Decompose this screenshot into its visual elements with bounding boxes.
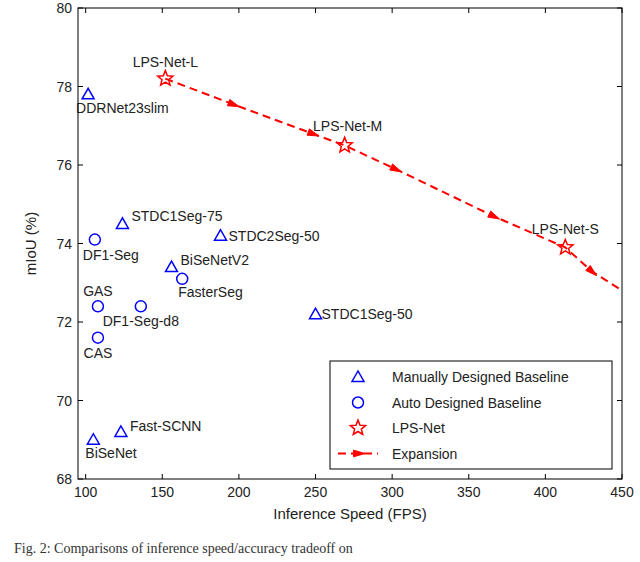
point-triangle	[115, 426, 127, 437]
x-tick-top	[85, 8, 86, 13]
legend: Manually Designed Baseline Auto Designed …	[330, 361, 612, 469]
y-tick-right	[617, 479, 622, 480]
x-tick	[622, 474, 623, 479]
point-label: Fast-SCNN	[130, 418, 202, 434]
y-tick-label: 74	[56, 236, 72, 252]
y-tick-label: 72	[56, 314, 72, 330]
y-tick-label: 70	[56, 393, 72, 409]
x-tick-label: 400	[534, 484, 558, 500]
x-tick-label: 150	[151, 484, 175, 500]
plot-frame	[78, 8, 622, 479]
point-star	[158, 71, 173, 85]
x-axis-title: Inference Speed (FPS)	[273, 505, 426, 522]
x-tick-top	[622, 8, 623, 13]
point-label: LPS-Net-L	[133, 54, 199, 70]
x-tick-top	[162, 8, 163, 13]
x-tick-label: 200	[227, 484, 251, 500]
x-tick-label: 350	[457, 484, 481, 500]
expansion-arrow	[390, 164, 402, 172]
point-label: BiSeNet	[85, 445, 136, 461]
x-tick	[85, 474, 86, 479]
legend-marker	[350, 420, 365, 434]
y-tick-right	[617, 400, 622, 401]
point-star	[337, 137, 352, 151]
point-label: DDRNet23slim	[76, 100, 169, 116]
y-tick-right	[617, 8, 622, 9]
x-tick-top	[468, 8, 469, 13]
point-label: STDC2Seg-50	[229, 228, 320, 244]
expansion-arrow	[227, 99, 239, 106]
legend-marker	[353, 397, 364, 408]
legend-label: Manually Designed Baseline	[392, 369, 569, 385]
y-tick-right	[617, 322, 622, 323]
point-triangle	[310, 308, 322, 319]
point-circle	[135, 301, 146, 312]
x-tick	[468, 474, 469, 479]
y-tick-label: 68	[56, 471, 72, 487]
y-tick	[78, 479, 83, 480]
legend-label: Auto Designed Baseline	[392, 395, 542, 411]
legend-label: Expansion	[392, 446, 457, 462]
x-tick	[315, 474, 316, 479]
point-label: STDC1Seg-50	[322, 306, 413, 322]
x-tick-label: 450	[610, 484, 634, 500]
point-triangle	[116, 218, 128, 229]
y-tick	[78, 243, 83, 244]
y-tick-right	[617, 243, 622, 244]
y-tick	[78, 400, 83, 401]
point-triangle	[82, 88, 94, 99]
x-tick-top	[315, 8, 316, 13]
legend-label: LPS-Net	[392, 420, 445, 436]
x-tick-top	[392, 8, 393, 13]
point-label: GAS	[83, 283, 113, 299]
x-tick	[392, 474, 393, 479]
point-label: LPS-Net-M	[313, 118, 382, 134]
expansion-arrow	[488, 211, 500, 219]
legend-arrow	[354, 450, 365, 457]
point-star	[558, 239, 573, 253]
y-tick	[78, 322, 83, 323]
point-label: DF1-Seg	[83, 247, 139, 263]
point-circle	[89, 234, 100, 245]
point-circle	[92, 301, 103, 312]
x-tick-label: 250	[304, 484, 328, 500]
point-circle	[177, 273, 188, 284]
point-circle	[92, 332, 103, 343]
y-tick-label: 76	[56, 157, 72, 173]
point-label: CAS	[84, 345, 113, 361]
point-label: STDC1Seg-75	[131, 208, 222, 224]
point-triangle	[87, 434, 99, 445]
x-tick-label: 300	[380, 484, 404, 500]
expansion-arrow	[586, 265, 597, 275]
y-axis-title: mIoU (%)	[22, 212, 39, 275]
y-tick	[78, 8, 83, 9]
x-tick-label: 100	[74, 484, 98, 500]
point-label: DF1-Seg-d8	[103, 313, 179, 329]
x-tick	[238, 474, 239, 479]
y-tick	[78, 86, 83, 87]
y-tick-label: 78	[56, 79, 72, 95]
x-tick	[162, 474, 163, 479]
point-triangle	[165, 261, 177, 272]
y-tick-label: 80	[56, 0, 72, 16]
point-label: LPS-Net-S	[532, 221, 599, 237]
chart: 100 150 200 250 300 350 400 450 68 70 72 74 76 78 80 In…	[0, 0, 640, 562]
y-tick	[78, 165, 83, 166]
y-tick-right	[617, 86, 622, 87]
point-label: FasterSeg	[178, 284, 243, 300]
y-tick-right	[617, 165, 622, 166]
x-tick-top	[238, 8, 239, 13]
caption: Fig. 2: Comparisons of inference speed/a…	[14, 541, 353, 556]
point-triangle	[215, 230, 227, 241]
point-label: BiSeNetV2	[180, 252, 249, 268]
legend-marker	[352, 371, 364, 382]
x-tick-top	[545, 8, 546, 13]
expansion-line	[165, 79, 622, 291]
legend-box	[330, 361, 612, 469]
x-tick	[545, 474, 546, 479]
